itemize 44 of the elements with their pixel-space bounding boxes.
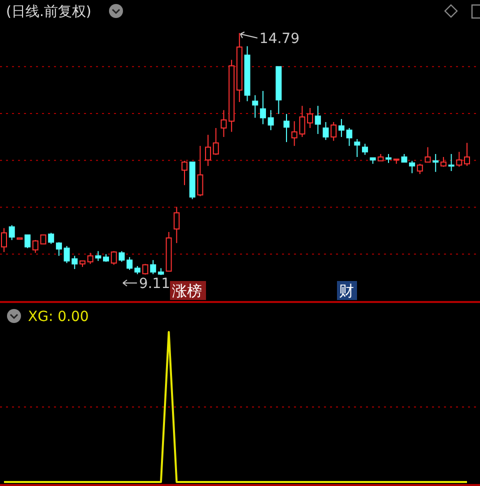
candlestick xyxy=(1,228,7,252)
candlestick xyxy=(322,122,329,140)
candlestick xyxy=(448,154,454,172)
candlestick xyxy=(252,94,258,118)
text: 涨榜 xyxy=(172,282,202,300)
candlestick xyxy=(181,160,188,186)
candlestick xyxy=(338,118,344,138)
annotation: 14.79 xyxy=(259,31,300,47)
candlestick xyxy=(314,105,321,134)
chart-title: (日线.前复权) xyxy=(6,4,92,20)
candlestick xyxy=(456,151,462,168)
candlestick xyxy=(150,260,156,275)
candlestick xyxy=(416,163,423,175)
candlestick xyxy=(440,156,446,168)
candlestick xyxy=(142,263,148,276)
candlestick xyxy=(205,134,212,166)
candlestick xyxy=(346,128,352,146)
candlestick xyxy=(118,250,125,262)
chart-title: XG: 0.00 xyxy=(28,309,89,325)
candlestick xyxy=(330,122,337,142)
candlestick xyxy=(409,160,416,174)
candlestick xyxy=(284,113,290,143)
candlestick xyxy=(212,128,219,156)
candlestick xyxy=(260,90,266,125)
text: 9.11 xyxy=(138,276,170,292)
candlestick xyxy=(362,143,368,156)
candlestick xyxy=(197,145,204,197)
candlestick xyxy=(126,256,133,270)
candlestick xyxy=(432,154,439,172)
candlestick xyxy=(354,138,360,158)
candlestick xyxy=(424,146,431,163)
candlestick xyxy=(174,206,180,244)
candlestick xyxy=(110,250,117,266)
candlestick xyxy=(24,234,31,249)
candlestick xyxy=(8,224,15,241)
candlestick xyxy=(95,250,102,262)
candlestick xyxy=(307,107,314,129)
text: 财 xyxy=(339,282,354,300)
candlestick xyxy=(87,252,94,264)
candlestick xyxy=(268,110,274,131)
candlestick xyxy=(48,232,54,244)
candlestick xyxy=(220,110,227,138)
candlestick xyxy=(464,142,470,166)
candlestick xyxy=(56,242,62,256)
